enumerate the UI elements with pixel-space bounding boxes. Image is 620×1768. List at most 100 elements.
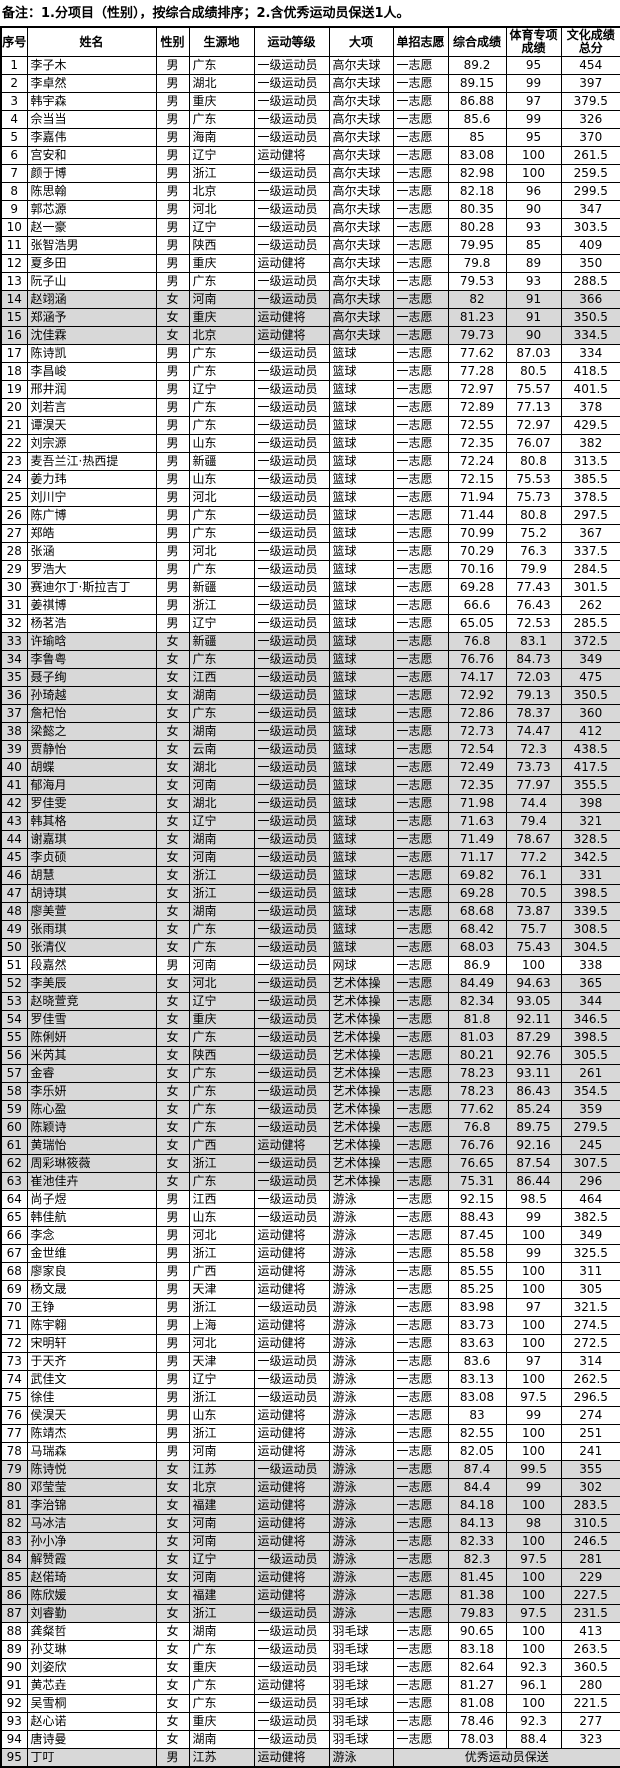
cell-culture-score: 263.5 xyxy=(560,1640,620,1659)
cell-level: 一级运动员 xyxy=(253,1694,330,1713)
cell-culture-score: 349 xyxy=(560,1226,620,1245)
cell-gender: 男 xyxy=(155,1262,190,1281)
cell-sport-score: 99 xyxy=(505,1406,562,1425)
cell-level: 一级运动员 xyxy=(253,416,330,435)
cell-origin: 浙江 xyxy=(188,866,255,885)
cell-total-score: 82.64 xyxy=(447,1658,507,1677)
cell-name: 张清仪 xyxy=(26,938,157,957)
cell-name: 唐诗曼 xyxy=(26,1730,157,1749)
cell-culture-score: 299.5 xyxy=(560,182,620,201)
cell-sport-score: 97 xyxy=(505,1298,562,1317)
cell-wish: 一志愿 xyxy=(392,1298,449,1317)
cell-total-score: 87.4 xyxy=(447,1460,507,1479)
cell-total-score: 76.76 xyxy=(447,1136,507,1155)
cell-gender: 女 xyxy=(155,1658,190,1677)
cell-wish: 一志愿 xyxy=(392,164,449,183)
cell-sport: 篮球 xyxy=(328,362,394,381)
cell-level: 一级运动员 xyxy=(253,1064,330,1083)
cell-origin: 辽宁 xyxy=(188,218,255,237)
cell-no: 56 xyxy=(0,1046,28,1065)
cell-total-score: 71.63 xyxy=(447,812,507,831)
table-row: 90 刘姿欣女重庆 一级运动员 羽毛球 一志愿 82.64 92.3 360.5 xyxy=(0,1658,620,1677)
cell-level: 一级运动员 xyxy=(253,830,330,849)
cell-sport-score: 95 xyxy=(505,56,562,75)
cell-wish: 一志愿 xyxy=(392,1064,449,1083)
cell-origin: 广东 xyxy=(188,1640,255,1659)
cell-sport: 篮球 xyxy=(328,506,394,525)
cell-wish: 一志愿 xyxy=(392,848,449,867)
cell-name: 陈广博 xyxy=(26,506,157,525)
cell-sport-score: 100 xyxy=(505,146,562,165)
cell-origin: 广东 xyxy=(188,1694,255,1713)
cell-sport: 游泳 xyxy=(328,1568,394,1587)
table-row: 43 韩其格女辽宁 一级运动员 篮球 一志愿 71.63 79.4 321 xyxy=(0,812,620,831)
cell-sport: 艺术体操 xyxy=(328,1028,394,1047)
cell-wish: 一志愿 xyxy=(392,182,449,201)
cell-sport: 游泳 xyxy=(328,1262,394,1281)
cell-no: 24 xyxy=(0,470,28,489)
cell-sport: 高尔夫球 xyxy=(328,92,394,111)
cell-name: 李嘉伟 xyxy=(26,128,157,147)
cell-wish: 一志愿 xyxy=(392,200,449,219)
cell-sport-score: 78.67 xyxy=(505,830,562,849)
cell-name: 陈宇翱 xyxy=(26,1316,157,1335)
cell-culture-score: 349 xyxy=(560,650,620,669)
cell-sport: 游泳 xyxy=(328,1514,394,1533)
cell-sport-score: 98 xyxy=(505,1514,562,1533)
cell-name: 赛迪尔丁·斯拉吉丁 xyxy=(26,578,157,597)
cell-gender: 男 xyxy=(155,1748,190,1768)
cell-level: 一级运动员 xyxy=(253,1172,330,1191)
cell-wish: 一志愿 xyxy=(392,866,449,885)
cell-sport-score: 85 xyxy=(505,236,562,255)
cell-origin: 江西 xyxy=(188,1190,255,1209)
cell-sport-score: 72.3 xyxy=(505,740,562,759)
cell-level: 一级运动员 xyxy=(253,362,330,381)
cell-sport-score: 77.97 xyxy=(505,776,562,795)
cell-level: 一级运动员 xyxy=(253,1460,330,1479)
cell-sport: 高尔夫球 xyxy=(328,164,394,183)
cell-wish: 一志愿 xyxy=(392,290,449,309)
cell-sport-score: 83.1 xyxy=(505,632,562,651)
column-header-name: 姓名 xyxy=(26,26,157,57)
table-row: 56 米芮其女陕西 一级运动员 艺术体操 一志愿 80.21 92.76 305.5 xyxy=(0,1046,620,1065)
column-header-origin: 生源地 xyxy=(188,26,255,57)
cell-culture-score: 301.5 xyxy=(560,578,620,597)
cell-level: 一级运动员 xyxy=(253,1730,330,1749)
cell-level: 运动健将 xyxy=(253,1226,330,1245)
cell-total-score: 89.2 xyxy=(447,56,507,75)
cell-gender: 男 xyxy=(155,614,190,633)
cell-no: 6 xyxy=(0,146,28,165)
cell-origin: 湖南 xyxy=(188,1622,255,1641)
cell-origin: 广东 xyxy=(188,506,255,525)
cell-no: 86 xyxy=(0,1586,28,1605)
cell-origin: 重庆 xyxy=(188,1658,255,1677)
cell-total-score: 71.98 xyxy=(447,794,507,813)
cell-wish: 一志愿 xyxy=(392,1010,449,1029)
cell-total-score: 87.45 xyxy=(447,1226,507,1245)
cell-name: 段嘉然 xyxy=(26,956,157,975)
cell-sport: 艺术体操 xyxy=(328,1100,394,1119)
cell-sport-score: 97.5 xyxy=(505,1388,562,1407)
cell-culture-score: 475 xyxy=(560,668,620,687)
cell-level: 一级运动员 xyxy=(253,1550,330,1569)
cell-total-score: 81.8 xyxy=(447,1010,507,1029)
cell-sport: 篮球 xyxy=(328,578,394,597)
cell-wish: 一志愿 xyxy=(392,56,449,75)
cell-total-score: 89.15 xyxy=(447,74,507,93)
cell-sport-score: 87.03 xyxy=(505,344,562,363)
cell-culture-score: 305.5 xyxy=(560,1046,620,1065)
cell-gender: 男 xyxy=(155,470,190,489)
cell-origin: 河北 xyxy=(188,200,255,219)
cell-no: 21 xyxy=(0,416,28,435)
cell-wish: 一志愿 xyxy=(392,974,449,993)
cell-wish: 一志愿 xyxy=(392,1172,449,1191)
cell-total-score: 84.18 xyxy=(447,1496,507,1515)
cell-wish: 一志愿 xyxy=(392,1586,449,1605)
cell-total-score: 75.31 xyxy=(447,1172,507,1191)
cell-culture-score: 321 xyxy=(560,812,620,831)
cell-origin: 辽宁 xyxy=(188,380,255,399)
cell-name: 郭芯源 xyxy=(26,200,157,219)
cell-name: 刘若言 xyxy=(26,398,157,417)
cell-sport-score: 100 xyxy=(505,1622,562,1641)
cell-wish: 一志愿 xyxy=(392,272,449,291)
